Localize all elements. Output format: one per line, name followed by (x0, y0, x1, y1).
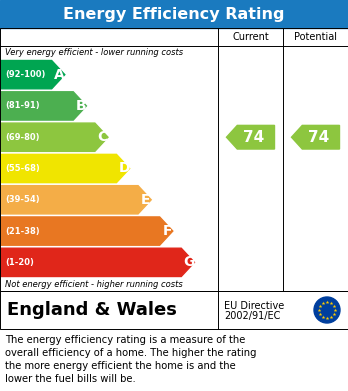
Polygon shape (0, 123, 108, 151)
Text: (92-100): (92-100) (5, 70, 45, 79)
Bar (0, 291, 348, 329)
Bar (0, 0, 348, 28)
Polygon shape (0, 248, 195, 276)
Bar (0, 28, 348, 291)
Text: overall efficiency of a home. The higher the rating: overall efficiency of a home. The higher… (5, 348, 256, 358)
Text: G: G (183, 255, 195, 269)
Polygon shape (0, 154, 129, 183)
Text: Energy Efficiency Rating: Energy Efficiency Rating (63, 7, 285, 22)
Text: Current: Current (232, 32, 269, 42)
Text: E: E (141, 193, 151, 207)
Text: C: C (98, 130, 108, 144)
Text: England & Wales: England & Wales (7, 301, 177, 319)
Polygon shape (0, 217, 173, 245)
Text: (21-38): (21-38) (5, 226, 40, 235)
Text: 2002/91/EC: 2002/91/EC (224, 311, 280, 321)
Text: Potential: Potential (294, 32, 337, 42)
Text: Not energy efficient - higher running costs: Not energy efficient - higher running co… (5, 280, 183, 289)
Text: D: D (119, 161, 130, 176)
Text: B: B (76, 99, 86, 113)
Text: (69-80): (69-80) (5, 133, 40, 142)
Text: 74: 74 (308, 130, 329, 145)
Text: the more energy efficient the home is and the: the more energy efficient the home is an… (5, 361, 236, 371)
Polygon shape (0, 61, 65, 89)
Text: A: A (54, 68, 65, 82)
Polygon shape (227, 126, 275, 149)
Polygon shape (0, 186, 151, 214)
Text: (55-68): (55-68) (5, 164, 40, 173)
Circle shape (314, 297, 340, 323)
Text: (39-54): (39-54) (5, 195, 40, 204)
Polygon shape (0, 92, 86, 120)
Text: 74: 74 (243, 130, 264, 145)
Text: (1-20): (1-20) (5, 258, 34, 267)
Text: The energy efficiency rating is a measure of the: The energy efficiency rating is a measur… (5, 335, 245, 345)
Polygon shape (292, 126, 340, 149)
Text: Very energy efficient - lower running costs: Very energy efficient - lower running co… (5, 48, 183, 57)
Text: EU Directive: EU Directive (224, 301, 284, 311)
Text: (81-91): (81-91) (5, 101, 40, 110)
Text: F: F (163, 224, 172, 238)
Text: lower the fuel bills will be.: lower the fuel bills will be. (5, 374, 136, 384)
